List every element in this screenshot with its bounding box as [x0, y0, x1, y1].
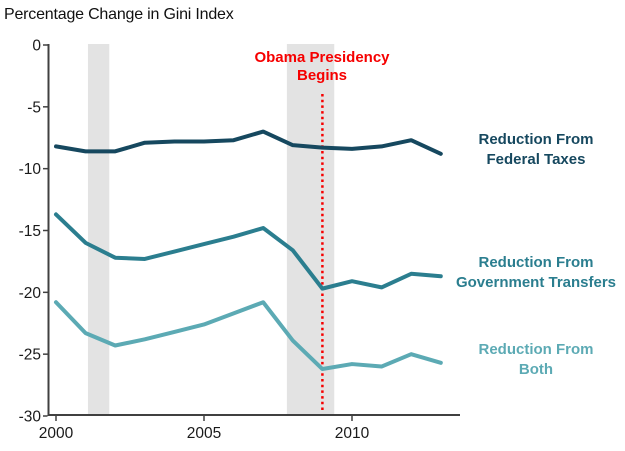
obama-annotation: Obama Presidency Begins	[254, 49, 390, 84]
y-tick-label: -30	[19, 409, 42, 426]
series-label-government-transfers: Reduction From Government Transfers	[455, 254, 617, 291]
recession-band	[286, 44, 335, 414]
series-line-0	[54, 129, 443, 156]
chart-title: Percentage Change in Gini Index	[4, 6, 234, 23]
y-tick-label: -20	[19, 285, 42, 302]
x-tick-label: 2010	[335, 425, 370, 442]
y-tick-label: -10	[19, 161, 42, 178]
y-tick-label: 0	[32, 38, 41, 55]
series-line-1	[54, 212, 443, 291]
y-tick-label: -25	[19, 347, 41, 364]
series-line-2	[54, 300, 443, 372]
y-tick-label: -15	[19, 223, 41, 240]
recession-band	[87, 44, 110, 414]
series-label-both: Reduction From Both	[478, 341, 594, 378]
x-tick-label: 2005	[187, 425, 221, 442]
series-label-federal-taxes: Reduction From Federal Taxes	[478, 131, 594, 168]
y-tick-label: -5	[27, 99, 41, 116]
x-tick-label: 2000	[39, 425, 74, 442]
